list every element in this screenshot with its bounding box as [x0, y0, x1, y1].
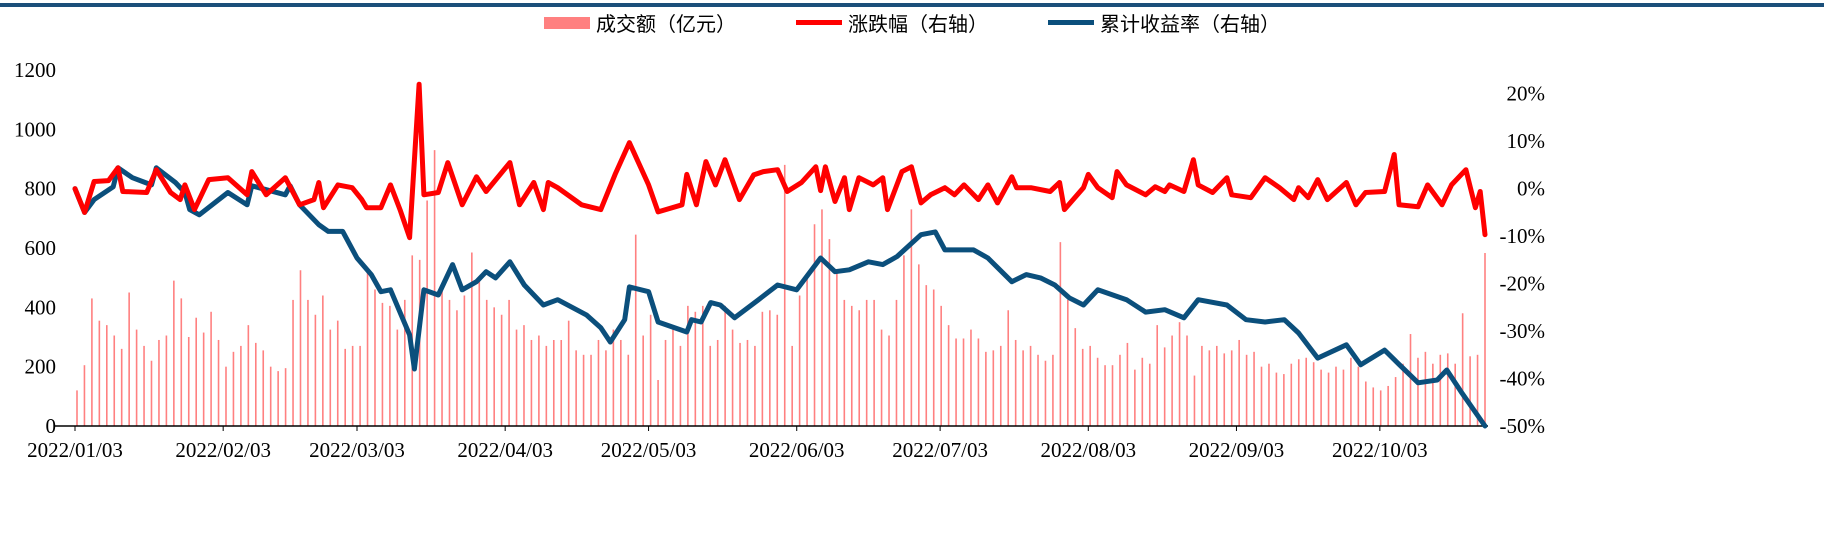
y-left-tick-label: 200: [25, 355, 57, 379]
legend-item-cumulative: 累计收益率（右轴）: [1048, 8, 1280, 37]
y-right-tick-label: -20%: [1500, 272, 1546, 296]
y-left-tick-label: 400: [25, 295, 57, 319]
y-left-tick-label: 800: [25, 177, 57, 201]
x-tick-label: 2022/10/03: [1332, 438, 1428, 462]
y-right-tick-label: -30%: [1500, 319, 1546, 343]
legend-swatch-change: [796, 20, 842, 25]
legend-label-cumulative: 累计收益率（右轴）: [1100, 12, 1280, 36]
daily-change-line: [72, 81, 1488, 241]
y-left-tick-label: 600: [25, 236, 57, 260]
x-tick-label: 2022/02/03: [175, 438, 271, 462]
y-right-tick-label: 0%: [1517, 177, 1545, 201]
x-tick-label: 2022/09/03: [1189, 438, 1285, 462]
y-right-tick-label: 10%: [1507, 129, 1546, 153]
cumulative-return-line: [72, 165, 1488, 429]
x-tick-label: 2022/01/03: [27, 438, 123, 462]
top-border-bar: [0, 3, 1824, 7]
legend-swatch-volume: [544, 16, 590, 29]
x-tick-label: 2022/04/03: [457, 438, 553, 462]
y-right-tick-label: -10%: [1500, 224, 1546, 248]
y-right-tick-label: 20%: [1507, 82, 1546, 106]
legend: 成交额（亿元） 涨跌幅（右轴） 累计收益率（右轴）: [0, 8, 1824, 37]
x-tick-label: 2022/08/03: [1040, 438, 1136, 462]
y-right-tick-label: -50%: [1500, 414, 1546, 438]
legend-label-volume: 成交额（亿元）: [596, 12, 736, 36]
y-left-tick-label: 1000: [14, 117, 56, 141]
x-tick-label: 2022/06/03: [749, 438, 845, 462]
x-tick-label: 2022/05/03: [601, 438, 697, 462]
x-tick-label: 2022/03/03: [309, 438, 405, 462]
y-right-tick-label: -40%: [1500, 367, 1546, 391]
legend-label-change: 涨跌幅（右轴）: [848, 12, 988, 36]
y-left-tick-label: 0: [46, 414, 57, 438]
y-left-tick-label: 1200: [14, 58, 56, 82]
x-tick-label: 2022/07/03: [892, 438, 988, 462]
legend-swatch-cumulative: [1048, 20, 1094, 25]
legend-item-volume: 成交额（亿元）: [544, 8, 736, 37]
legend-item-change: 涨跌幅（右轴）: [796, 8, 988, 37]
